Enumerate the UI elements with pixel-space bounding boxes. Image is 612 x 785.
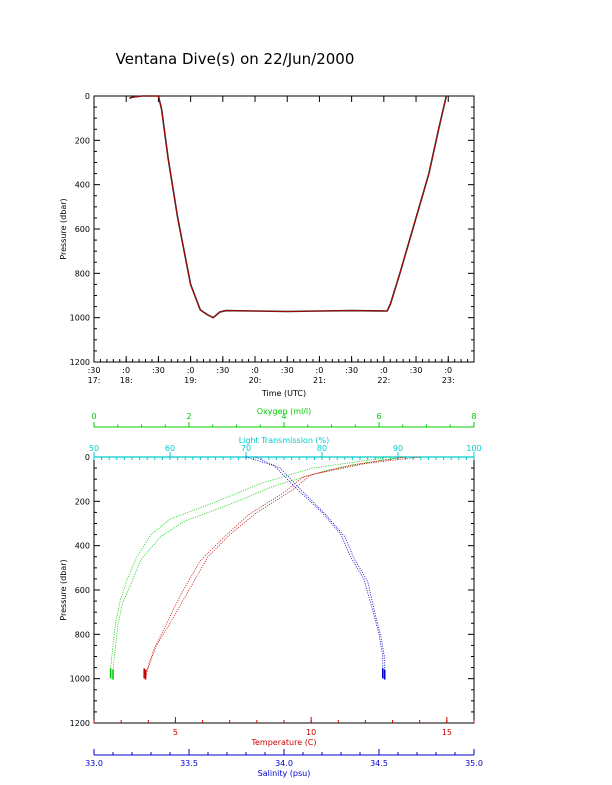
y-tick-label: 400	[75, 542, 90, 551]
temperature-tick-label: 10	[306, 728, 316, 737]
y-tick-label: 800	[75, 269, 90, 278]
oxygen-tick-label: 6	[376, 412, 381, 421]
salinity-tick-label: 33.0	[85, 759, 103, 768]
y-axis-label: Pressure (dbar)	[59, 559, 68, 620]
y-tick-label: 800	[75, 630, 90, 639]
depth-trace-shadow	[129, 95, 448, 319]
transmission-axis-label: Light Transmission (%)	[239, 436, 330, 445]
salinity-tick-label: 33.5	[180, 759, 198, 768]
y-tick-label: 0	[85, 453, 90, 462]
salinity-axis-label: Salinity (psu)	[258, 769, 311, 778]
oxygen-tick-label: 2	[186, 412, 191, 421]
y-tick-label: 0	[85, 92, 90, 101]
y-tick-label: 400	[75, 181, 90, 190]
transmission-tick-label: 80	[317, 444, 327, 453]
x-tick-label-top: :30	[345, 366, 358, 375]
x-tick-label-top: :30	[410, 366, 423, 375]
temperature-axis-label: Temperature (C)	[250, 738, 316, 747]
oxygen-tick-label: 0	[91, 412, 96, 421]
y-tick-label: 1000	[70, 675, 90, 684]
y-tick-label: 600	[75, 586, 90, 595]
x-tick-label-top: :30	[281, 366, 294, 375]
x-tick-label-top: :0	[444, 366, 452, 375]
oxygen-axis-label: Oxygen (ml/l)	[257, 407, 312, 416]
x-tick-label-bottom: 22:	[377, 376, 390, 385]
x-tick-label-bottom: 18:	[120, 376, 133, 385]
x-tick-label-top: :30	[152, 366, 165, 375]
salinity-return-profile	[255, 456, 386, 678]
y-tick-label: 1000	[70, 314, 90, 323]
y-tick-label: 1200	[70, 358, 90, 367]
temperature-tick-label: 5	[173, 728, 178, 737]
x-tick-label-top: :0	[187, 366, 195, 375]
y-tick-label: 200	[75, 136, 90, 145]
x-tick-label-top: :0	[251, 366, 259, 375]
transmission-tick-label: 90	[393, 444, 403, 453]
dive-profile-chart: 0 200 400 600 800 1000 1200 Pressure (dbar) 0 2 4 6…	[59, 407, 483, 778]
x-tick-label-bottom: 20:	[249, 376, 262, 385]
x-axis-label: Time (UTC)	[261, 389, 306, 398]
x-tick-label-top: :30	[216, 366, 229, 375]
plot-frame	[93, 95, 475, 363]
salinity-tick-label: 35.0	[465, 759, 483, 768]
y-tick-label: 200	[75, 497, 90, 506]
depth-trace	[129, 95, 447, 319]
dive-pressure-time-chart: 020040060080010001200:3017::018::30:019:…	[59, 92, 475, 398]
temperature-profile	[145, 456, 420, 678]
transmission-tick-label: 70	[241, 444, 251, 453]
oxygen-tick-label: 4	[281, 412, 286, 421]
y-axis-label: Pressure (dbar)	[59, 198, 68, 259]
x-tick-label-bottom: 23:	[442, 376, 455, 385]
temperature-return-profile	[143, 456, 407, 677]
salinity-tick-label: 34.0	[275, 759, 293, 768]
plot-frame	[93, 456, 475, 724]
transmission-tick-label: 50	[89, 444, 99, 453]
transmission-tick-label: 100	[466, 444, 481, 453]
oxygen-profile	[110, 456, 389, 677]
x-tick-label-bottom: 21:	[313, 376, 326, 385]
x-tick-label-top: :30	[88, 366, 101, 375]
temperature-tick-label: 15	[442, 728, 452, 737]
transmission-tick-label: 60	[165, 444, 175, 453]
oxygen-return-profile	[112, 456, 403, 678]
salinity-profile	[245, 456, 384, 677]
x-tick-label-bottom: 17:	[88, 376, 101, 385]
x-tick-label-top: :0	[380, 366, 388, 375]
x-tick-label-bottom: 19:	[184, 376, 197, 385]
x-tick-label-top: :0	[122, 366, 130, 375]
y-tick-label: 600	[75, 225, 90, 234]
oxygen-tick-label: 8	[471, 412, 476, 421]
salinity-tick-label: 34.5	[370, 759, 388, 768]
x-tick-label-top: :0	[316, 366, 324, 375]
y-tick-label: 1200	[70, 719, 90, 728]
chart-title: Ventana Dive(s) on 22/Jun/2000	[115, 50, 355, 68]
